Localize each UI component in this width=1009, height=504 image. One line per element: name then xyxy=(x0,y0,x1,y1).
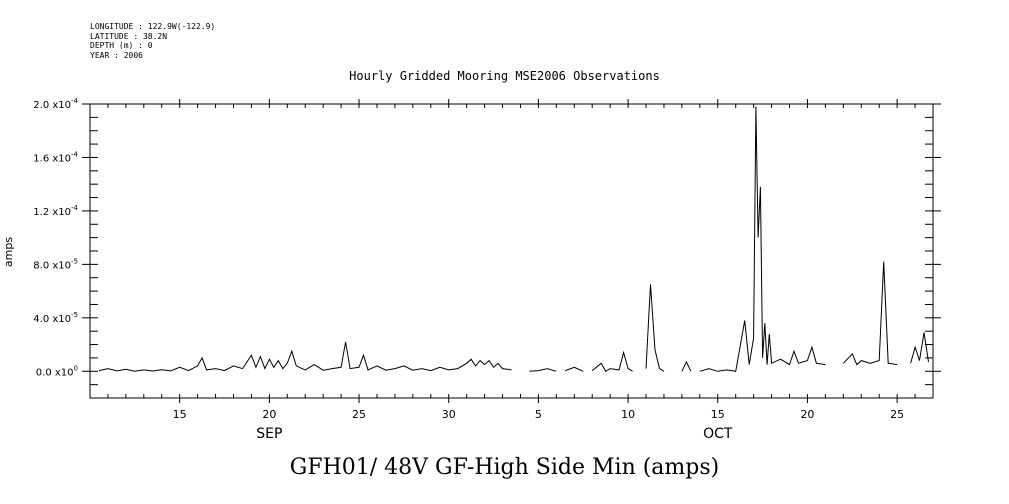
series-line-segment xyxy=(591,350,633,372)
series-line-segment xyxy=(681,360,692,372)
variable-title: GFH01/ 48V GF-High Side Min (amps) xyxy=(289,455,720,480)
series-line-segment xyxy=(699,106,826,372)
series-line-segment xyxy=(842,261,898,366)
series-line-segment xyxy=(645,284,665,372)
x-tick-label: 10 xyxy=(621,408,635,421)
x-tick-label: 20 xyxy=(262,408,276,421)
month-label: OCT xyxy=(703,426,733,442)
y-tick-label: 4.0 x10-5 xyxy=(33,311,78,325)
series-line-segment xyxy=(98,341,512,372)
x-tick-label: 15 xyxy=(173,408,187,421)
y-axis-label: amps xyxy=(2,237,15,267)
metadata-latitude: LATITUDE : 38.2N xyxy=(90,31,168,41)
x-tick-label: 20 xyxy=(800,408,814,421)
plot-title: Hourly Gridded Mooring MSE2006 Observati… xyxy=(349,69,660,83)
y-tick-label: 8.0 x10-5 xyxy=(33,257,78,271)
series-line-segment xyxy=(529,368,557,372)
series-line-segment xyxy=(565,366,584,372)
x-tick-label: 25 xyxy=(890,408,904,421)
metadata-year: YEAR : 2006 xyxy=(90,50,143,60)
plot-frame xyxy=(89,103,934,399)
y-tick-label: 1.2 x10-4 xyxy=(33,204,78,218)
y-tick-label: 2.0 x10-4 xyxy=(33,97,78,111)
y-tick-label: 1.6 x10-4 xyxy=(33,150,78,164)
metadata-depth: DEPTH (m) : 0 xyxy=(90,41,153,50)
y-tick-label: 0.0 x100 xyxy=(36,364,78,378)
metadata-longitude: LONGITUDE : 122.9W(-122.9) xyxy=(90,22,216,31)
x-tick-label: 15 xyxy=(711,408,725,421)
month-label: SEP xyxy=(256,426,282,442)
metadata-block: LONGITUDE : 122.9W(-122.9) LATITUDE : 38… xyxy=(90,22,215,60)
x-tick-label: 25 xyxy=(352,408,366,421)
x-tick-label: 5 xyxy=(535,408,542,421)
x-tick-label: 30 xyxy=(442,408,456,421)
series-line-segment xyxy=(910,332,929,364)
